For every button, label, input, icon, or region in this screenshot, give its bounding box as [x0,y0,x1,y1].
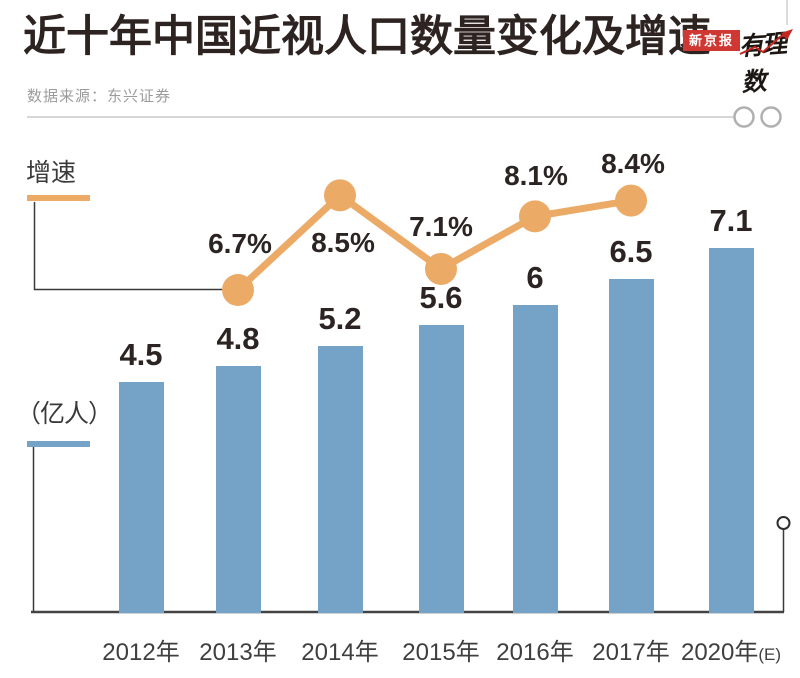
x-axis-category-label: 2013年 [199,639,277,666]
growth-rate-point [222,274,254,306]
x-axis-category-label: 2015年 [402,639,480,666]
unit-legend-label: （亿人） [16,400,113,428]
population-bar [215,366,261,613]
x-axis-category-label: 2016年 [496,639,574,666]
growth-legend-label: 增速 [26,159,77,187]
right-axis-circle [776,516,791,530]
x-axis-category-label: 2014年 [301,639,379,666]
growth-rate-label: 8.4% [601,147,665,179]
bar-value-label: 7.1 [709,203,753,239]
unit-legend-swatch [27,441,90,447]
bar-value-label: 5.6 [419,280,463,316]
bar-value-label: 4.5 [119,336,163,372]
growth-rate-label: 8.1% [504,160,568,192]
page-title: 近十年中国近视人口数量变化及增速 [23,13,711,61]
growth-rate-label: 8.5% [311,227,375,259]
growth-rate-label: 6.7% [208,228,272,259]
growth-legend-swatch [27,195,90,201]
population-bar [708,248,754,613]
population-bar [317,345,363,613]
growth-rate-label: 7.1% [409,210,473,242]
bar-value-label: 6 [526,259,544,295]
bar-value-label: 4.8 [216,321,260,357]
population-bar [118,381,164,613]
population-bar [512,304,558,613]
glasses-icon [760,106,782,128]
youlishu-logo: 有理数 [737,29,786,98]
bar-value-label: 6.5 [609,233,653,269]
x-axis-category-label: 2012年 [102,639,180,666]
growth-rate-point [519,200,551,233]
population-bar [418,325,464,613]
growth-rate-point [615,184,647,217]
bar-value-label: 5.2 [318,300,362,336]
xinjingbao-logo: 新京报 [683,30,740,51]
x-axis-category-label: 2020年(E) [680,639,782,666]
x-axis-category-label: 2017年 [592,639,670,666]
population-bar [608,278,654,613]
glasses-icon [733,106,755,128]
growth-rate-point [324,179,356,212]
data-source-label: 数据来源：东兴证券 [27,88,172,105]
